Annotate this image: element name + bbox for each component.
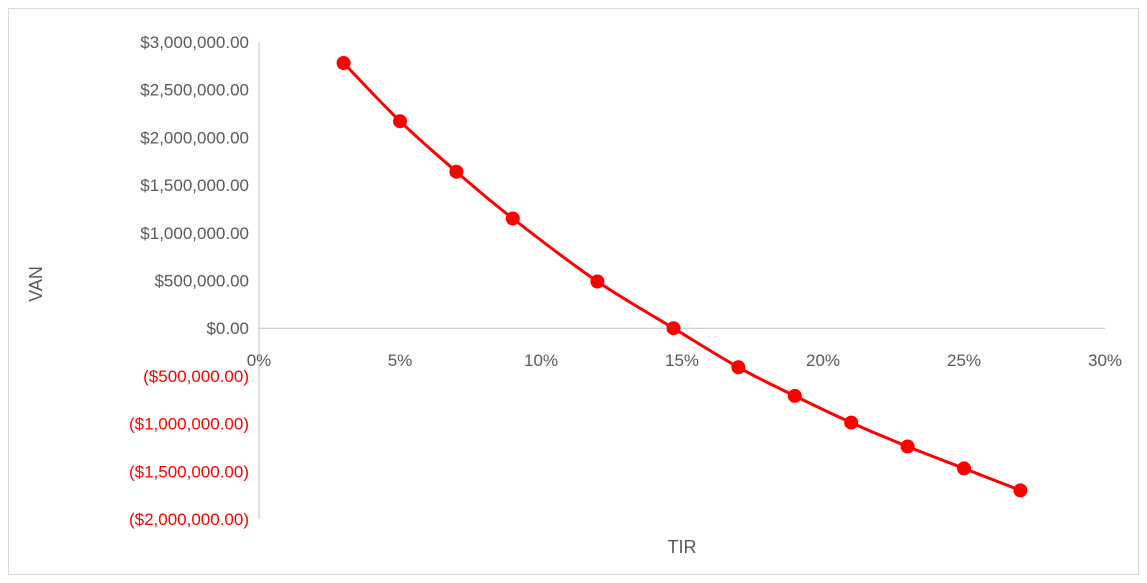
y-tick-label: $1,000,000.00 bbox=[140, 224, 249, 243]
data-point bbox=[731, 360, 746, 375]
x-axis-title: TIR bbox=[668, 537, 697, 557]
y-tick-label: $0.00 bbox=[206, 319, 249, 338]
data-points bbox=[336, 56, 1028, 498]
data-point bbox=[393, 114, 407, 129]
x-tick-label: 10% bbox=[524, 351, 558, 370]
data-point bbox=[900, 439, 915, 454]
y-axis-title: VAN bbox=[26, 266, 46, 302]
y-tick-label: ($1,500,000.00) bbox=[129, 462, 249, 481]
data-point bbox=[449, 164, 464, 179]
data-point bbox=[505, 211, 520, 226]
x-tick-label: 30% bbox=[1088, 351, 1122, 370]
x-tick-labels: 0% 5% 10% 15% 20% 25% 30% bbox=[247, 351, 1122, 370]
y-tick-label: ($1,000,000.00) bbox=[129, 415, 249, 434]
x-tick-label: 5% bbox=[388, 351, 413, 370]
x-tick-label: 20% bbox=[806, 351, 840, 370]
data-point bbox=[590, 274, 605, 289]
y-tick-label: ($500,000.00) bbox=[143, 367, 249, 386]
data-point bbox=[844, 415, 859, 430]
x-tick-label: 15% bbox=[665, 351, 699, 370]
y-tick-label: $1,500,000.00 bbox=[140, 176, 249, 195]
data-point bbox=[787, 388, 802, 403]
x-tick-label: 25% bbox=[947, 351, 981, 370]
chart-area bbox=[8, 8, 1139, 575]
data-point bbox=[1013, 483, 1028, 498]
series-line bbox=[342, 61, 1022, 492]
y-tick-labels: $3,000,000.00 $2,500,000.00 $2,000,000.00 $… bbox=[129, 33, 249, 529]
y-tick-label: $2,500,000.00 bbox=[140, 81, 249, 100]
y-tick-label: ($2,000,000.00) bbox=[129, 510, 249, 529]
y-tick-label: $500,000.00 bbox=[154, 272, 249, 291]
data-point bbox=[666, 321, 681, 336]
data-point bbox=[336, 56, 351, 70]
y-tick-label: $3,000,000.00 bbox=[140, 33, 249, 52]
y-tick-label: $2,000,000.00 bbox=[140, 128, 249, 147]
x-tick-label: 0% bbox=[247, 351, 272, 370]
data-point bbox=[957, 461, 971, 476]
